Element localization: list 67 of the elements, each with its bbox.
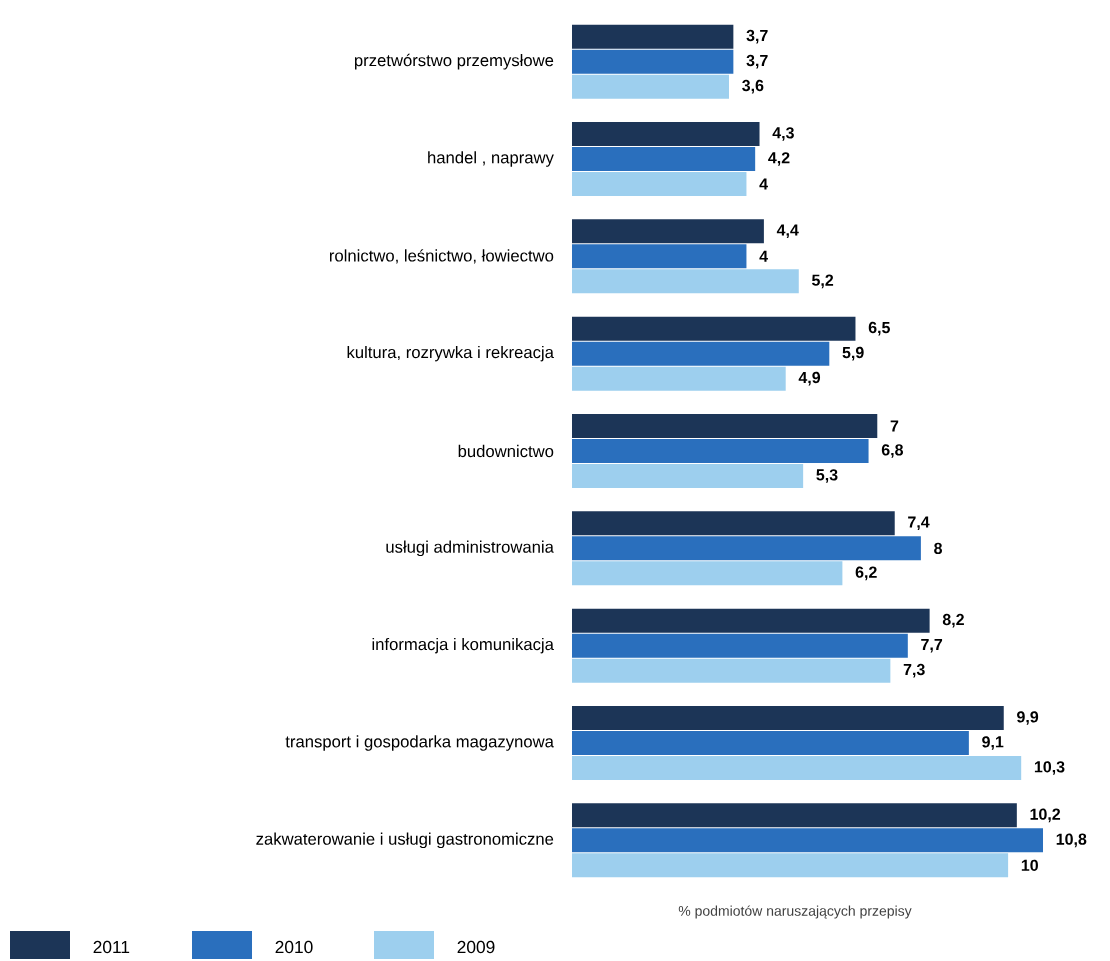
data-label: 10,2 bbox=[1030, 808, 1061, 823]
bar bbox=[572, 658, 891, 683]
y-tick-label: przetwórstwo przemysłowe bbox=[354, 53, 554, 70]
data-label: 4 bbox=[759, 250, 768, 262]
y-tick-label: handel , naprawy bbox=[428, 151, 554, 167]
data-label: 7,4 bbox=[908, 516, 930, 531]
data-label: 9,9 bbox=[1017, 711, 1039, 725]
data-label: 3,6 bbox=[742, 79, 764, 94]
bar bbox=[572, 341, 830, 366]
y-tick-label: kultura, rozrywka i rekreacja bbox=[347, 345, 554, 362]
y-tick-label: budownictwo bbox=[458, 444, 554, 458]
bar bbox=[572, 828, 1043, 853]
bar bbox=[572, 244, 747, 269]
bar bbox=[572, 536, 921, 561]
bar bbox=[572, 414, 878, 438]
bar bbox=[572, 706, 1004, 731]
x-axis-title: % podmiotów naruszających przepisy bbox=[678, 905, 912, 919]
y-tick-label: usługi administrowania bbox=[386, 540, 554, 557]
data-label: 6,8 bbox=[881, 444, 904, 458]
bar bbox=[572, 439, 869, 463]
data-label: 7,3 bbox=[903, 663, 925, 678]
data-label: 8,2 bbox=[942, 613, 964, 628]
data-label: 6,5 bbox=[868, 321, 890, 336]
data-label: 5,3 bbox=[816, 469, 838, 483]
y-tick-label: rolnictwo, leśnictwo, łowiectwo bbox=[329, 249, 554, 264]
data-label: 8 bbox=[934, 542, 943, 554]
bar bbox=[572, 756, 1022, 780]
bar bbox=[572, 853, 1009, 878]
legend-label: 2010 bbox=[275, 940, 313, 954]
bar bbox=[572, 219, 764, 244]
bar bbox=[572, 366, 786, 391]
data-label: 7 bbox=[890, 420, 899, 432]
bar bbox=[572, 172, 747, 196]
bar bbox=[572, 561, 843, 586]
data-label: 5,2 bbox=[811, 274, 834, 289]
data-label: 4,4 bbox=[776, 224, 799, 239]
bar bbox=[572, 511, 895, 536]
data-label: 6,2 bbox=[855, 566, 877, 581]
bar bbox=[572, 147, 756, 171]
data-label: 3,7 bbox=[746, 29, 768, 44]
bar bbox=[572, 464, 804, 488]
data-label: 10,8 bbox=[1056, 833, 1087, 848]
bar bbox=[572, 122, 760, 146]
data-label: 7,7 bbox=[921, 638, 943, 653]
bar bbox=[572, 74, 729, 99]
data-label: 10 bbox=[1021, 859, 1038, 871]
bar bbox=[572, 633, 908, 658]
bar bbox=[572, 49, 734, 74]
y-tick-label: transport i gospodarka magazynowa bbox=[285, 735, 554, 751]
bar bbox=[572, 269, 799, 294]
legend-label: 2011 bbox=[93, 940, 130, 954]
data-label: 4,2 bbox=[768, 152, 790, 166]
y-tick-label: informacja i komunikacja bbox=[372, 637, 554, 654]
data-label: 4 bbox=[759, 178, 768, 190]
data-label: 10,3 bbox=[1034, 761, 1065, 775]
data-label: 3,7 bbox=[746, 54, 768, 69]
bar bbox=[572, 24, 734, 49]
bar bbox=[572, 803, 1017, 828]
data-label: 4,9 bbox=[798, 371, 821, 386]
data-label: 5,9 bbox=[842, 346, 864, 361]
y-tick-label: zakwaterowanie i usługi gastronomiczne bbox=[256, 832, 554, 849]
data-label: 9,1 bbox=[982, 736, 1004, 750]
bar bbox=[572, 316, 856, 341]
bar bbox=[572, 608, 930, 633]
bar bbox=[572, 731, 969, 756]
data-label: 4,3 bbox=[772, 127, 794, 141]
legend-label: 2009 bbox=[457, 940, 495, 954]
